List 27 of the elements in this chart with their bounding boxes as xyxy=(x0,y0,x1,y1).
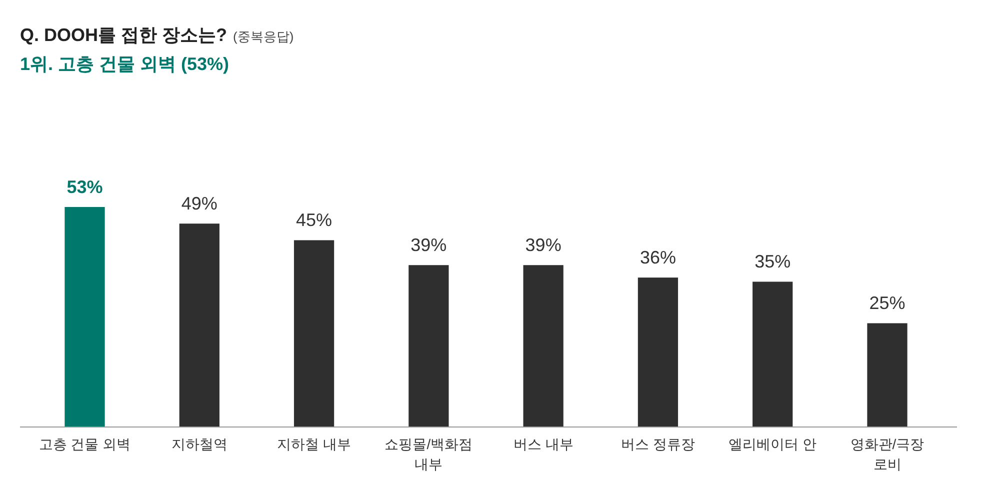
chart-title: Q. DOOH를 접한 장소는? xyxy=(20,25,227,45)
x-tick-label: 지하철역 xyxy=(171,436,228,452)
bar xyxy=(638,278,678,427)
x-tick-label: 버스 정류장 xyxy=(621,436,695,452)
data-label: 35% xyxy=(754,252,791,272)
bar xyxy=(523,265,564,427)
x-tick-label: 영화관/극장 로비 xyxy=(850,436,924,472)
data-label: 39% xyxy=(525,235,562,256)
bar xyxy=(867,323,908,427)
bar xyxy=(64,207,105,427)
data-label: 53% xyxy=(66,177,103,197)
x-tick-label: 엘리베이터 안 xyxy=(728,436,817,452)
data-label: 49% xyxy=(181,194,218,214)
bar xyxy=(408,265,449,427)
x-tick-label: 쇼핑몰/백화점 내부 xyxy=(384,436,473,472)
chart-subtitle: 1위. 고층 건물 외벽 (53%) xyxy=(20,54,230,74)
bar xyxy=(294,240,334,427)
text: (중복응답) xyxy=(233,29,294,44)
data-label: 39% xyxy=(410,235,447,256)
x-tick-label: 버스 내부 xyxy=(513,436,574,452)
data-label: 36% xyxy=(640,248,676,268)
x-tick-label: 지하철 내부 xyxy=(277,436,351,452)
bar xyxy=(752,282,793,427)
x-tick-label: 고층 건물 외벽 xyxy=(38,436,131,452)
bar xyxy=(179,224,220,427)
data-label: 45% xyxy=(296,210,332,230)
data-label: 25% xyxy=(869,293,906,314)
